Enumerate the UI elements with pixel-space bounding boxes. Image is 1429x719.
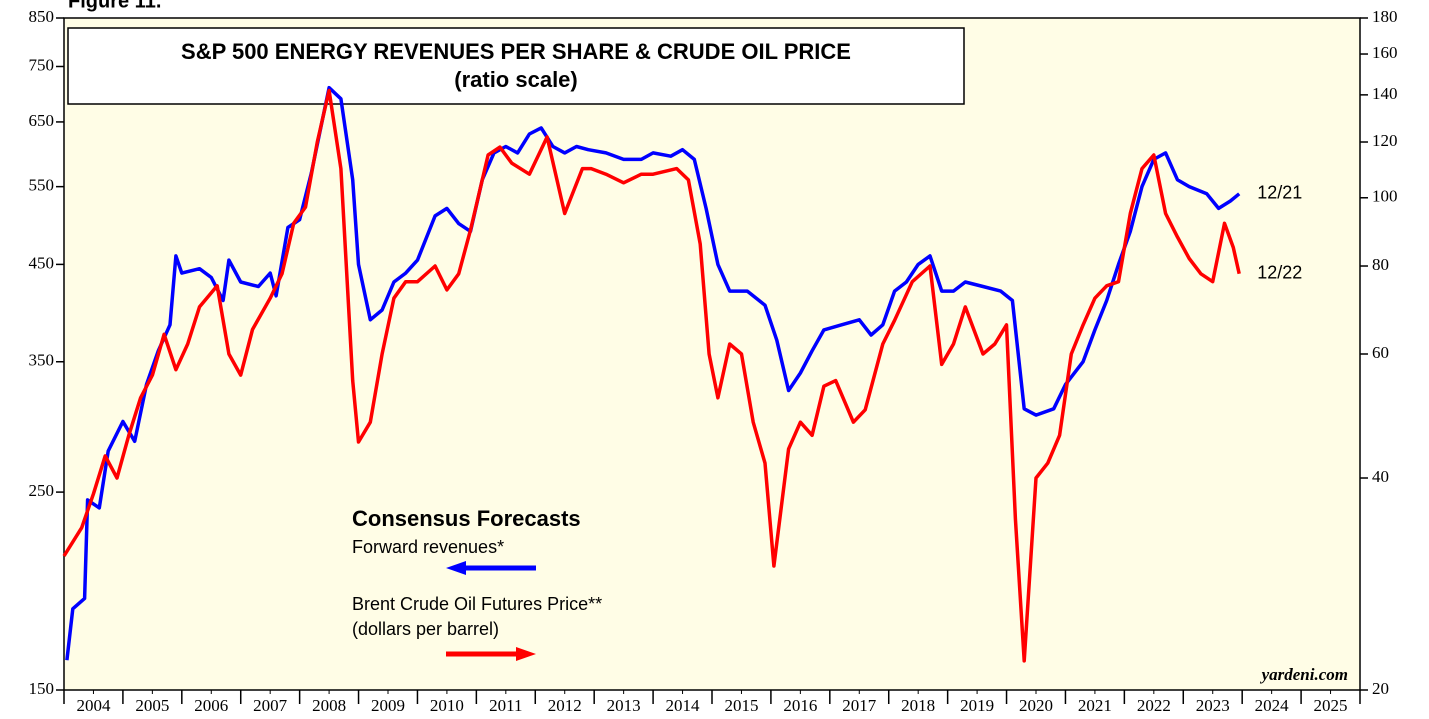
y2-tick-label: 140 [1372,84,1398,103]
x-tick-label: 2025 [1314,696,1348,715]
y-tick-label: 150 [29,679,55,698]
legend-arrow-head [446,561,466,575]
legend-arrow-head [516,647,536,661]
series-line [65,85,1241,661]
source: yardeni.com [1260,665,1348,684]
legend-note: (dollars per barrel) [352,619,499,639]
x-tick-label: 2011 [489,696,522,715]
y2-tick-label: 160 [1372,43,1398,62]
x-tick-label: 2022 [1137,696,1171,715]
y-tick-label: 650 [29,111,55,130]
chart-title: S&P 500 ENERGY REVENUES PER SHARE & CRUD… [181,39,851,64]
x-tick-label: 2005 [135,696,169,715]
x-tick-label: 2019 [960,696,994,715]
x-tick-label: 2004 [76,696,111,715]
end-label: 12/21 [1257,183,1302,203]
x-tick-label: 2017 [842,696,877,715]
y2-tick-label: 100 [1372,187,1398,206]
legend-label: Forward revenues* [352,537,504,557]
end-label: 12/22 [1257,263,1302,283]
series-line [62,88,1241,663]
x-tick-label: 2020 [1019,696,1053,715]
figure-label: Figure 11. [68,0,161,12]
x-tick-label: 2018 [901,696,935,715]
x-tick-label: 2023 [1196,696,1230,715]
x-tick-label: 2010 [430,696,464,715]
x-tick-label: 2021 [1078,696,1112,715]
y-tick-label: 450 [29,253,55,272]
legend-label: Brent Crude Oil Futures Price** [352,594,602,614]
x-tick-label: 2008 [312,696,346,715]
plot-area [63,17,1361,691]
y2-tick-label: 20 [1372,679,1389,698]
x-tick-label: 2009 [371,696,405,715]
y2-tick-label: 180 [1372,7,1398,26]
y2-tick-label: 40 [1372,467,1389,486]
y2-tick-label: 120 [1372,131,1398,150]
x-tick-label: 2007 [253,696,288,715]
y-tick-label: 250 [29,481,55,500]
y2-tick-label: 80 [1372,255,1389,274]
chart-subtitle: (ratio scale) [454,67,578,92]
y-tick-label: 850 [29,7,55,26]
x-tick-label: 2016 [783,696,817,715]
x-tick-label: 2015 [724,696,758,715]
y-tick-label: 350 [29,351,55,370]
y-tick-label: 750 [29,55,55,74]
title-box [67,27,965,105]
x-tick-label: 2012 [548,696,582,715]
y-tick-label: 550 [29,176,55,195]
x-tick-label: 2013 [607,696,641,715]
legend-title: Consensus Forecasts [352,506,581,531]
x-tick-label: 2006 [194,696,228,715]
x-tick-label: 2024 [1255,696,1290,715]
y2-tick-label: 60 [1372,343,1389,362]
x-tick-label: 2014 [666,696,701,715]
